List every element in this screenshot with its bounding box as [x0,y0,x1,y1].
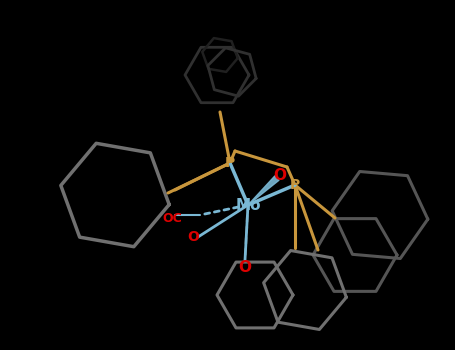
Text: P: P [225,156,235,170]
Text: Mo: Mo [235,197,261,212]
Text: O: O [187,230,199,244]
Polygon shape [248,176,279,205]
Text: P: P [290,178,300,192]
Text: OC: OC [162,211,182,224]
Text: O: O [273,168,287,182]
Text: O: O [238,260,252,275]
